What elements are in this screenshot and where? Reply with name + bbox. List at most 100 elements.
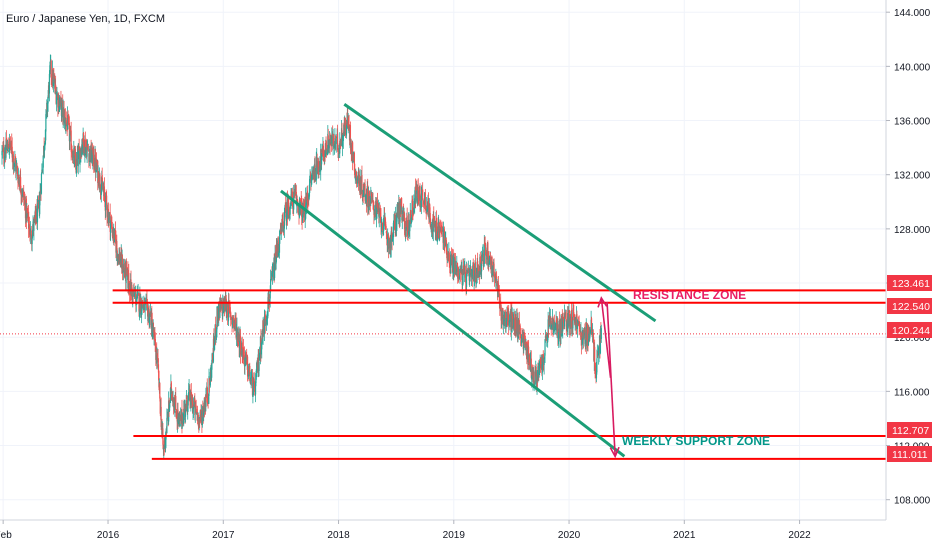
candle-body xyxy=(285,203,287,212)
candle-body xyxy=(422,189,424,201)
candle-body xyxy=(232,316,234,324)
candle-body xyxy=(448,252,450,264)
candle-body xyxy=(177,409,179,421)
candle-body xyxy=(74,155,76,166)
candle-body xyxy=(59,101,61,108)
candle-body xyxy=(443,229,445,245)
candle-body xyxy=(488,255,490,264)
candle-body xyxy=(576,314,578,330)
candle-body xyxy=(336,136,338,139)
candle-body xyxy=(99,185,102,192)
candle-body xyxy=(294,191,297,196)
candle-body xyxy=(226,309,228,313)
candle-body xyxy=(520,336,522,344)
candle-body xyxy=(303,205,305,206)
candle-body xyxy=(543,357,545,366)
candle-body xyxy=(555,319,558,331)
candle-body xyxy=(282,224,285,233)
candle-body xyxy=(287,199,289,219)
candle-body xyxy=(18,175,20,179)
candle-body xyxy=(473,265,475,282)
candle-body xyxy=(400,203,402,213)
candle-body xyxy=(354,169,356,178)
candle-body xyxy=(87,145,89,150)
candle-body xyxy=(580,332,582,346)
candle-body xyxy=(308,199,310,201)
candle-body xyxy=(380,224,383,229)
candle-body xyxy=(587,326,590,346)
candle-body xyxy=(108,214,110,220)
candle-body xyxy=(326,151,328,155)
candle-body xyxy=(563,313,566,327)
candle-body xyxy=(271,275,273,279)
candle-body xyxy=(13,163,16,165)
candle-body xyxy=(349,125,352,146)
candle-body xyxy=(153,329,155,338)
candle-body xyxy=(342,134,344,142)
candle-body xyxy=(423,202,425,205)
candle-body xyxy=(266,317,268,320)
candle-body xyxy=(187,407,189,412)
candle-body xyxy=(143,303,145,310)
candle-body xyxy=(450,258,452,268)
candle-body xyxy=(534,383,536,387)
candle-body xyxy=(41,169,43,174)
candle-body xyxy=(36,202,39,223)
candle-body xyxy=(308,194,310,199)
candle-body xyxy=(198,417,200,428)
candle-body xyxy=(407,228,409,232)
candle-body xyxy=(8,138,11,151)
candle-body xyxy=(388,247,390,248)
candle-body xyxy=(430,224,433,228)
candle-body xyxy=(9,142,12,148)
candle-body xyxy=(67,115,69,130)
candle-body xyxy=(460,264,462,273)
candle-body xyxy=(260,338,262,353)
candle-body xyxy=(405,227,407,231)
candle-body xyxy=(596,358,598,373)
candle-body xyxy=(390,231,392,249)
candle-body xyxy=(594,366,596,370)
candle-body xyxy=(44,129,47,145)
candle-body xyxy=(354,177,356,180)
candle-body xyxy=(532,369,534,380)
candle-body xyxy=(199,418,201,421)
candle-body xyxy=(544,335,547,338)
candle-body xyxy=(466,271,468,273)
candle-body xyxy=(482,253,485,266)
candle-body xyxy=(215,327,218,332)
candle-body xyxy=(152,332,154,338)
candle-body xyxy=(533,371,535,383)
candle-body xyxy=(419,186,421,204)
price-label-text: 111.011 xyxy=(892,449,928,461)
candle-body xyxy=(160,406,162,427)
candle-body xyxy=(45,114,47,132)
candle-body xyxy=(64,112,66,117)
candle-body xyxy=(469,273,471,282)
candle-body xyxy=(558,333,560,339)
candle-body xyxy=(13,163,15,166)
candle-body xyxy=(387,236,389,244)
candle-body xyxy=(278,246,280,256)
candle-body xyxy=(69,134,71,142)
candle-body xyxy=(549,316,551,324)
candle-body xyxy=(444,243,446,245)
candle-body xyxy=(440,226,442,227)
candle-body xyxy=(391,231,393,233)
candle-body xyxy=(438,228,441,241)
candle-body xyxy=(366,194,368,202)
candle-body xyxy=(465,273,467,283)
candle-body xyxy=(300,201,302,207)
candle-body xyxy=(434,225,436,227)
candle-body xyxy=(494,276,496,278)
candle-body xyxy=(72,151,74,159)
candle-body xyxy=(249,366,251,382)
candle-body xyxy=(135,293,137,306)
candle-body xyxy=(275,260,277,270)
candle-body xyxy=(505,320,508,328)
candle-body xyxy=(110,220,113,224)
candle-body xyxy=(473,270,476,279)
chart-title: Euro / Japanese Yen, 1D, FXCM xyxy=(6,13,165,25)
candle-body xyxy=(433,219,435,225)
